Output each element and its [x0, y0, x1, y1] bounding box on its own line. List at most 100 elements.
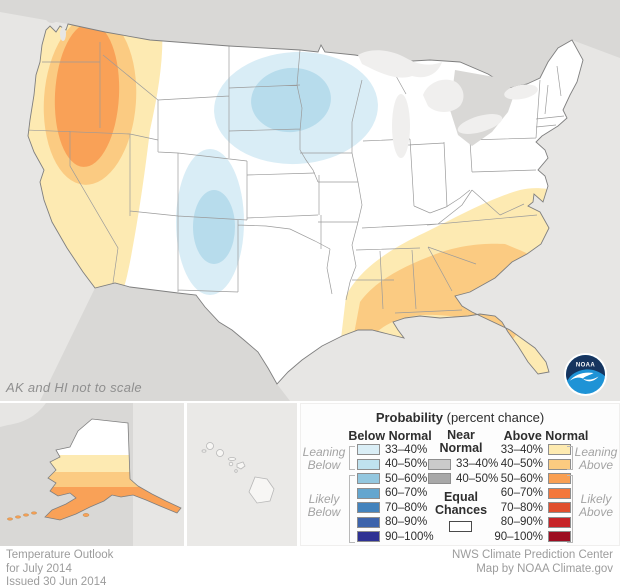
- below-60-70-label: 60–70%: [385, 487, 428, 499]
- above-90-100-swatch: [548, 531, 571, 542]
- legend-row-above-40-50: 40–50%: [479, 458, 571, 470]
- below-33-40-swatch: [357, 444, 380, 455]
- lake-michigan: [392, 94, 410, 158]
- legend-title-rest: (percent chance): [443, 410, 545, 425]
- leaning-above-label: Leaning Above: [573, 446, 619, 472]
- above-40-50-label: 40–50%: [500, 458, 543, 470]
- vancouver-island: [45, 9, 59, 23]
- equal-chances-line2: Chances: [434, 503, 488, 517]
- below-90-100-swatch: [357, 531, 380, 542]
- near-33-40-swatch: [428, 458, 451, 470]
- equal-chances-label: Equal Chances: [421, 491, 501, 517]
- footer-title: Temperature Outlook for July 2014 Issued…: [6, 549, 113, 585]
- footer-title-line3: Issued 30 Jun 2014: [6, 576, 107, 585]
- likely-below-bracket: [349, 475, 355, 543]
- below-40-50-swatch: [357, 458, 380, 470]
- likely-above-line1: Likely: [580, 492, 612, 506]
- below-70-80-swatch: [357, 502, 380, 513]
- central-plains-below-40-50-blob: [193, 190, 235, 264]
- noaa-logo-gull-icon: [569, 372, 599, 382]
- hawaii-inset-map: [187, 403, 297, 546]
- above-90-100-label: 90–100%: [494, 530, 543, 543]
- near-40-50-swatch: [428, 473, 451, 484]
- legend-row-above-80-90: 80–90%: [479, 516, 571, 528]
- above-80-90-swatch: [548, 516, 571, 528]
- noaa-logo: NOAA: [564, 353, 607, 396]
- above-33-40-label: 33–40%: [500, 443, 543, 456]
- us-outline: [27, 23, 584, 385]
- leaning-below-line2: Below: [307, 458, 341, 472]
- likely-below-line1: Likely: [308, 492, 340, 506]
- near-normal-header: Near Normal: [421, 429, 501, 455]
- below-70-80-label: 70–80%: [385, 501, 428, 514]
- legend-row-below-80-90: 80–90%: [357, 516, 428, 528]
- canada-strip: [133, 403, 184, 546]
- likely-below-label: Likely Below: [301, 493, 347, 519]
- above-33-40-swatch: [548, 444, 571, 455]
- footer-credit: NWS Climate Prediction Center Map by NOA…: [452, 549, 613, 576]
- mexico-landmass: [40, 283, 290, 401]
- leaning-below-label: Leaning Below: [301, 446, 347, 472]
- near-normal-header-line2: Normal: [439, 441, 483, 455]
- below-80-90-swatch: [357, 516, 380, 528]
- alaska-outline: [44, 418, 182, 521]
- above-normal-header: Above Normal: [503, 429, 589, 443]
- leaning-above-line1: Leaning: [574, 445, 618, 459]
- leaning-below-bracket: [349, 446, 355, 470]
- legend-row-above-60-70: 60–70%: [479, 487, 571, 499]
- southeast-above-40-50-band: [348, 243, 545, 366]
- probability-legend: Probability (percent chance) Below Norma…: [300, 403, 620, 546]
- lake-ontario: [504, 84, 538, 100]
- legend-row-above-90-100: 90–100%: [479, 530, 571, 543]
- legend-row-below-90-100: 90–100%: [357, 531, 434, 543]
- legend-row-near-40-50: 40–50%: [428, 472, 499, 485]
- below-33-40-label: 33–40%: [385, 443, 428, 456]
- legend-row-below-33-40: 33–40%: [357, 443, 428, 456]
- noaa-logo-sky: [566, 355, 605, 381]
- near-40-50-label: 40–50%: [456, 472, 499, 485]
- near-normal-header-line1: Near: [447, 428, 475, 442]
- lake-superior: [358, 50, 442, 78]
- russia-corner: [0, 403, 46, 427]
- above-60-70-swatch: [548, 487, 571, 499]
- above-70-80-swatch: [548, 502, 571, 513]
- above-70-80-label: 70–80%: [500, 501, 543, 514]
- puget-sound: [60, 27, 66, 41]
- aleutian-islands: [7, 511, 90, 521]
- conus-temperature-map: [0, 0, 620, 401]
- northwest-above-50-60-blob: [54, 24, 120, 167]
- alaska-inset-map: [0, 403, 184, 546]
- legend-title-bold: Probability: [375, 410, 443, 425]
- likely-above-line2: Above: [578, 505, 614, 519]
- footer-credit-line2: Map by NOAA Climate.gov: [476, 562, 613, 575]
- above-80-90-label: 80–90%: [500, 516, 543, 528]
- footer-credit-line1: NWS Climate Prediction Center: [451, 549, 613, 561]
- canada-landmass: [0, 0, 620, 88]
- northern-plains-below-40-50-blob: [251, 67, 331, 133]
- lake-erie: [457, 114, 503, 134]
- legend-row-near-33-40: 33–40%: [428, 458, 498, 470]
- likely-below-line2: Below: [307, 505, 341, 519]
- noaa-logo-text: NOAA: [576, 363, 596, 369]
- footer-title-line1: Temperature Outlook: [6, 549, 114, 561]
- map-note: AK and HI not to scale: [6, 380, 142, 395]
- likely-above-label: Likely Above: [573, 493, 619, 519]
- above-50-60-swatch: [548, 473, 571, 484]
- state-borders: [28, 42, 565, 314]
- below-40-50-label: 40–50%: [385, 458, 428, 470]
- legend-row-above-50-60: 50–60%: [479, 473, 571, 485]
- legend-title: Probability (percent chance): [301, 410, 619, 425]
- below-50-60-label: 50–60%: [385, 472, 428, 485]
- equal-chances-swatch: [449, 521, 472, 532]
- leaning-above-line2: Above: [578, 458, 614, 472]
- probability-shading: [28, 24, 583, 384]
- legend-row-below-60-70: 60–70%: [357, 487, 428, 499]
- hawaii-islands: [201, 442, 275, 504]
- below-60-70-swatch: [357, 487, 380, 499]
- legend-row-below-50-60: 50–60%: [357, 472, 428, 485]
- below-80-90-label: 80–90%: [385, 516, 428, 528]
- equal-chances-line1: Equal: [443, 490, 479, 504]
- likely-above-bracket: [567, 475, 573, 543]
- lake-huron: [423, 79, 464, 112]
